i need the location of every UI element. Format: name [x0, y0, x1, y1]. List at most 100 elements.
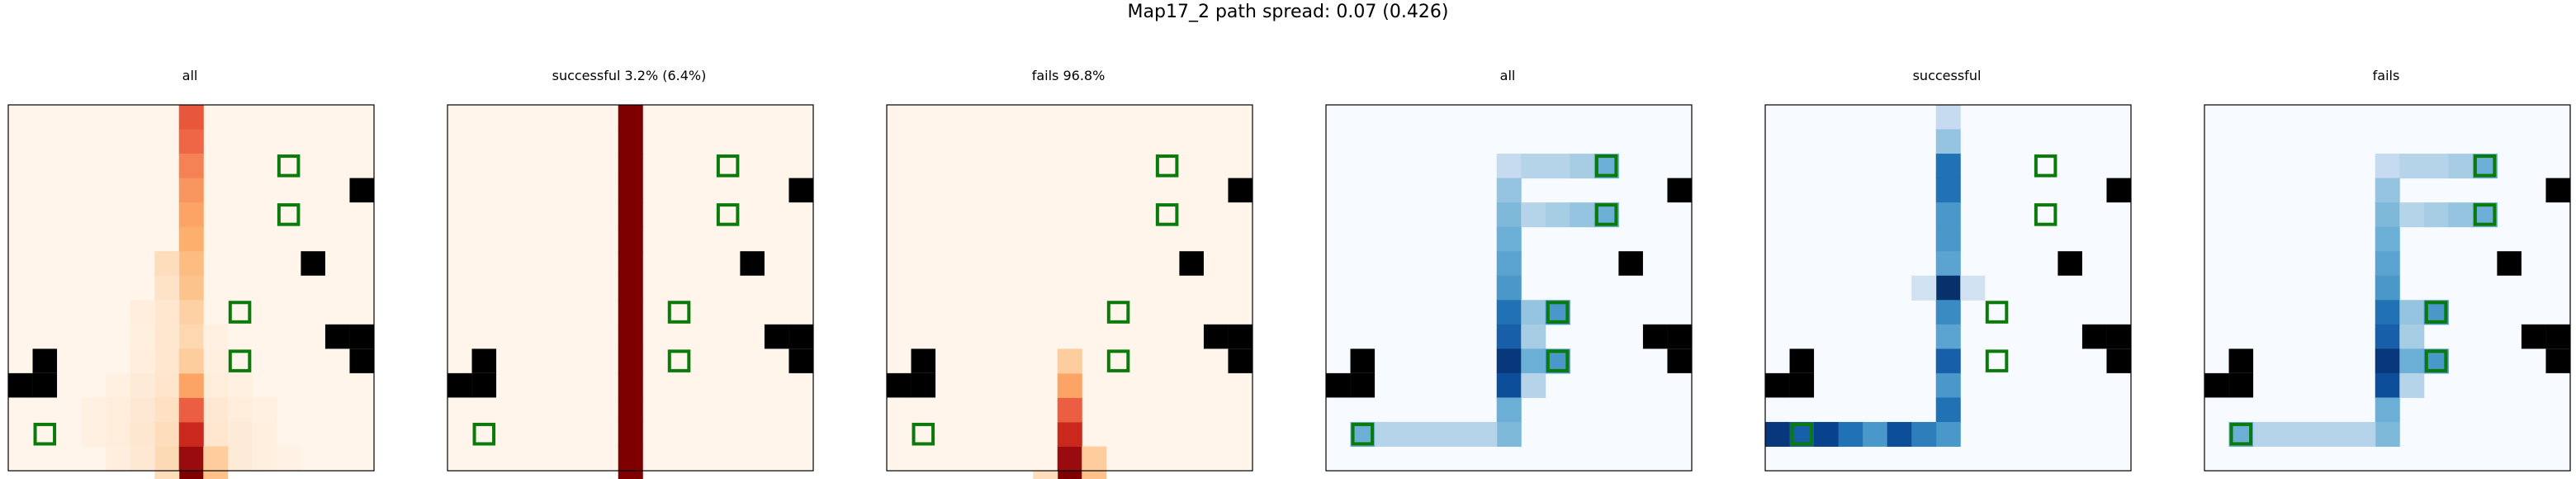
- heatmap-plot: [7, 104, 375, 479]
- obstacle-cell: [1765, 372, 1790, 398]
- obstacle-cell: [1350, 372, 1376, 398]
- heatmap-cell: [106, 421, 131, 447]
- heatmap-cell: [106, 446, 131, 472]
- heatmap-cell: [178, 202, 204, 228]
- obstacle-cell: [2545, 349, 2570, 373]
- obstacle-cell: [2081, 324, 2107, 349]
- heatmap-cell: [106, 372, 131, 398]
- obstacle-cell: [911, 349, 936, 373]
- heatmap-cell: [618, 154, 643, 179]
- goal-marker: [1351, 422, 1375, 446]
- heatmap-cell: [1521, 154, 1546, 179]
- heatmap-cell: [178, 349, 204, 374]
- heatmap-cell: [1935, 129, 1961, 154]
- heatmap-cell: [618, 275, 643, 301]
- figure-title: Map17_2 path spread: 0.07 (0.426): [1127, 2, 1449, 22]
- heatmap-cell: [2448, 154, 2474, 179]
- heatmap-cell: [1057, 397, 1082, 423]
- heatmap-cell: [1057, 372, 1082, 398]
- heatmap-cell: [1496, 397, 1522, 423]
- obstacle-cell: [2106, 349, 2131, 373]
- heatmap-cell: [1057, 421, 1082, 447]
- heatmap-cell: [178, 226, 204, 252]
- heatmap-cell: [1887, 421, 1912, 447]
- heatmap-cell: [618, 324, 643, 349]
- obstacle-cell: [349, 178, 374, 203]
- heatmap-cell: [178, 372, 204, 398]
- heatmap-panel-blues-fails: fails: [2196, 0, 2576, 479]
- heatmap-cell: [227, 397, 253, 423]
- goal-marker: [2424, 301, 2448, 324]
- heatmap-cell: [1033, 471, 1058, 479]
- heatmap-cell: [252, 421, 277, 447]
- obstacle-cell: [1228, 178, 1252, 203]
- obstacle-cell: [8, 372, 33, 398]
- heatmap-cell: [130, 349, 155, 374]
- goal-marker: [1594, 203, 1618, 226]
- heatmap-cell: [1570, 202, 1595, 228]
- heatmap-cell: [178, 129, 204, 154]
- heatmap-cell: [178, 275, 204, 301]
- heatmap-cell: [178, 154, 204, 179]
- heatmap-cell: [1935, 372, 1961, 398]
- heatmap-cell: [1496, 154, 1522, 179]
- heatmap-cell: [2375, 202, 2400, 228]
- heatmap-cell: [1545, 202, 1570, 228]
- heatmap-cell: [1423, 421, 1449, 447]
- heatmap-cell: [2253, 421, 2279, 447]
- heatmap-cell: [2277, 421, 2303, 447]
- heatmap-cell: [1521, 300, 1546, 325]
- obstacle-cell: [349, 324, 374, 349]
- obstacle-cell: [471, 372, 497, 398]
- obstacle-cell: [1789, 349, 1815, 373]
- heatmap-cell: [1935, 421, 1961, 447]
- goal-marker: [1594, 154, 1618, 178]
- obstacle-cell: [1642, 324, 1668, 349]
- heatmap-panel-reds-successful: successful 3.2% (6.4%): [439, 0, 819, 479]
- heatmap-cell: [227, 372, 253, 398]
- heatmap-cell: [1935, 397, 1961, 423]
- heatmap-cell: [2399, 154, 2425, 179]
- heatmap-cell: [1375, 421, 1400, 447]
- heatmap-panel-reds-all: all: [0, 0, 380, 479]
- heatmap-cell: [178, 397, 204, 423]
- heatmap-cell: [618, 372, 643, 398]
- panel-title: fails 96.8%: [1031, 68, 1106, 83]
- heatmap-cell: [2302, 421, 2327, 447]
- heatmap-cell: [154, 471, 180, 479]
- heatmap-cell: [618, 471, 643, 479]
- heatmap-cell: [1935, 105, 1961, 130]
- heatmap-cell: [2375, 226, 2400, 252]
- heatmap-cell: [1935, 251, 1961, 277]
- heatmap-cell: [130, 446, 155, 472]
- heatmap-cell: [154, 251, 180, 277]
- heatmap-cell: [1765, 421, 1791, 447]
- obstacle-cell: [349, 349, 374, 373]
- heatmap-plot: [1325, 104, 1693, 472]
- heatmap-cell: [2375, 324, 2400, 349]
- heatmap-cell: [1496, 324, 1522, 349]
- heatmap-cell: [1496, 178, 1522, 203]
- heatmap-cell: [1521, 324, 1546, 349]
- heatmap-cell: [2375, 397, 2400, 423]
- heatmap-cell: [1472, 421, 1498, 447]
- obstacle-cell: [2545, 178, 2570, 203]
- goal-marker: [1155, 203, 1179, 226]
- heatmap-cell: [1960, 275, 1986, 301]
- heatmap-cell: [154, 349, 180, 374]
- heatmap-cell: [1521, 349, 1546, 374]
- heatmap-cell: [178, 300, 204, 325]
- obstacle-cell: [1179, 251, 1204, 276]
- heatmap-cell: [1911, 421, 1937, 447]
- heatmap-cell: [2399, 349, 2425, 374]
- goal-marker: [2229, 422, 2253, 446]
- panel-title: successful: [1912, 68, 1982, 83]
- goal-marker: [1985, 349, 2009, 372]
- heatmap-cell: [130, 397, 155, 423]
- axes-frame: [1325, 104, 1693, 472]
- heatmap-plot: [2204, 104, 2571, 472]
- heatmap-cell: [1521, 202, 1546, 228]
- obstacle-cell: [1618, 251, 1643, 276]
- heatmap-cell: [1496, 226, 1522, 252]
- heatmap-cell: [154, 372, 180, 398]
